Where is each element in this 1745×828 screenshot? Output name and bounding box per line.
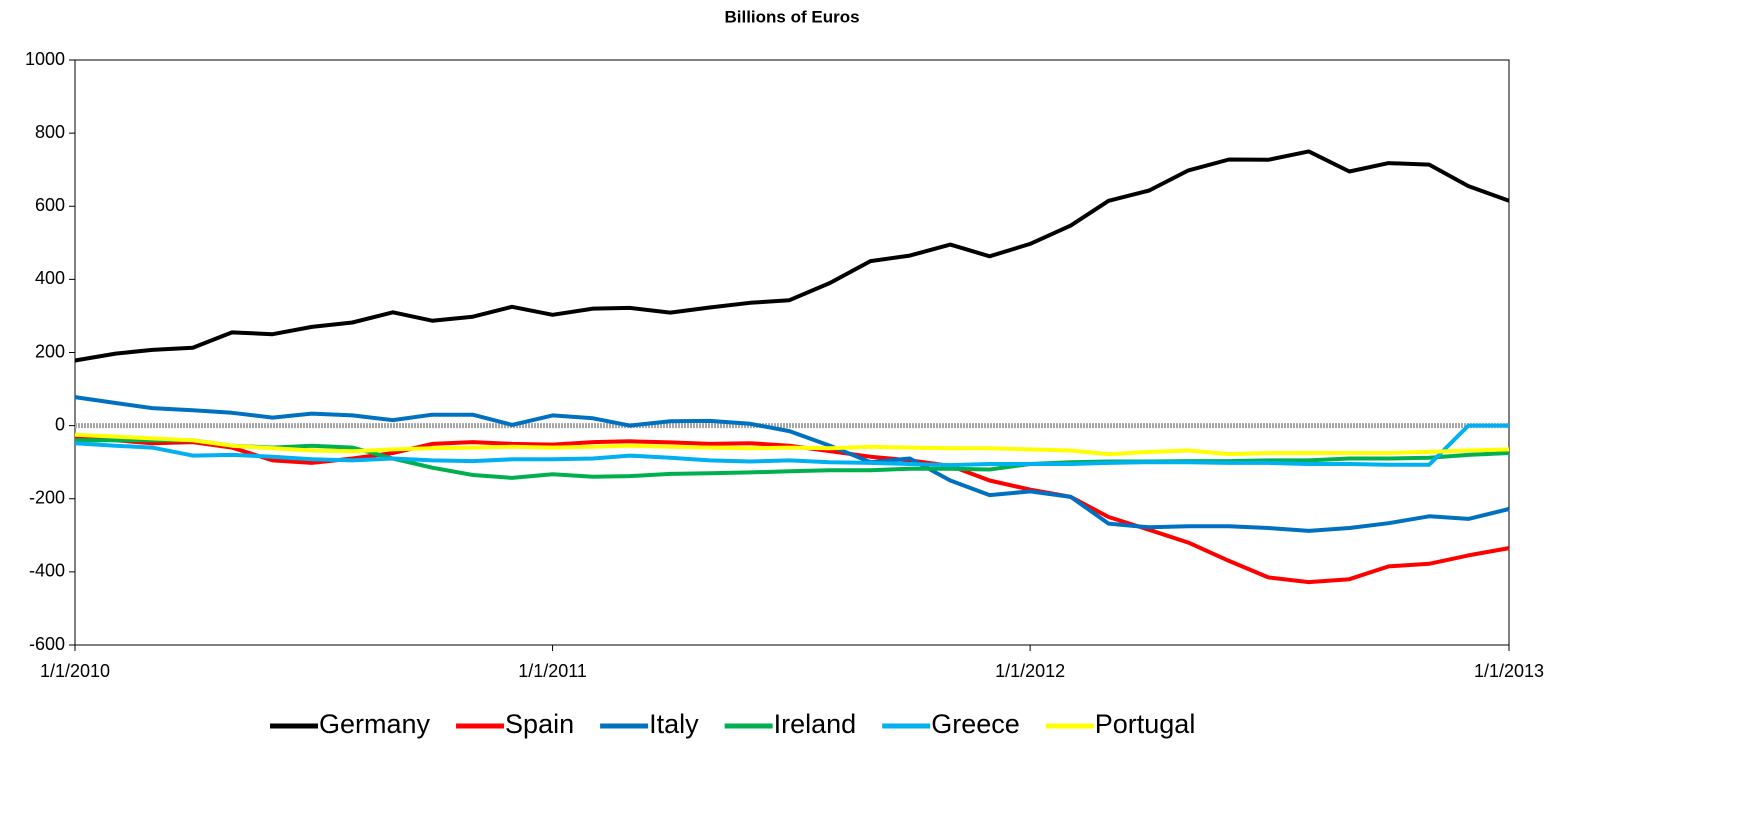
x-tick-label: 1/1/2012	[995, 661, 1065, 681]
y-tick-label: -200	[29, 488, 65, 508]
y-tick-label: 0	[55, 414, 65, 434]
legend-label: Portugal	[1095, 709, 1196, 739]
legend: Germany Spain Italy Ireland Greece Portugal	[270, 709, 1195, 739]
legend-label: Ireland	[774, 709, 857, 739]
series-line	[75, 438, 1510, 480]
legend-label: Germany	[319, 709, 431, 739]
series-line	[74, 432, 1510, 457]
series-line	[74, 149, 1510, 363]
y-tick-label: 600	[35, 195, 65, 215]
legend-label: Italy	[649, 709, 699, 739]
legend-label: Greece	[931, 709, 1020, 739]
x-tick-label: 1/1/2011	[518, 661, 587, 681]
chart-title: Billions of Euros	[724, 7, 859, 26]
y-tick-label: -600	[29, 634, 65, 654]
y-tick-label: 200	[35, 341, 65, 361]
x-tick-label: 1/1/2013	[1474, 661, 1544, 681]
x-tick-label: 1/1/2010	[40, 661, 110, 681]
series-line	[74, 423, 1509, 468]
y-tick-label: 1000	[25, 49, 65, 69]
y-tick-label: 800	[35, 122, 65, 142]
series-line	[74, 395, 1510, 533]
y-tick-label: -400	[29, 561, 65, 581]
y-tick-label: 400	[35, 268, 65, 288]
legend-label: Spain	[505, 709, 574, 739]
